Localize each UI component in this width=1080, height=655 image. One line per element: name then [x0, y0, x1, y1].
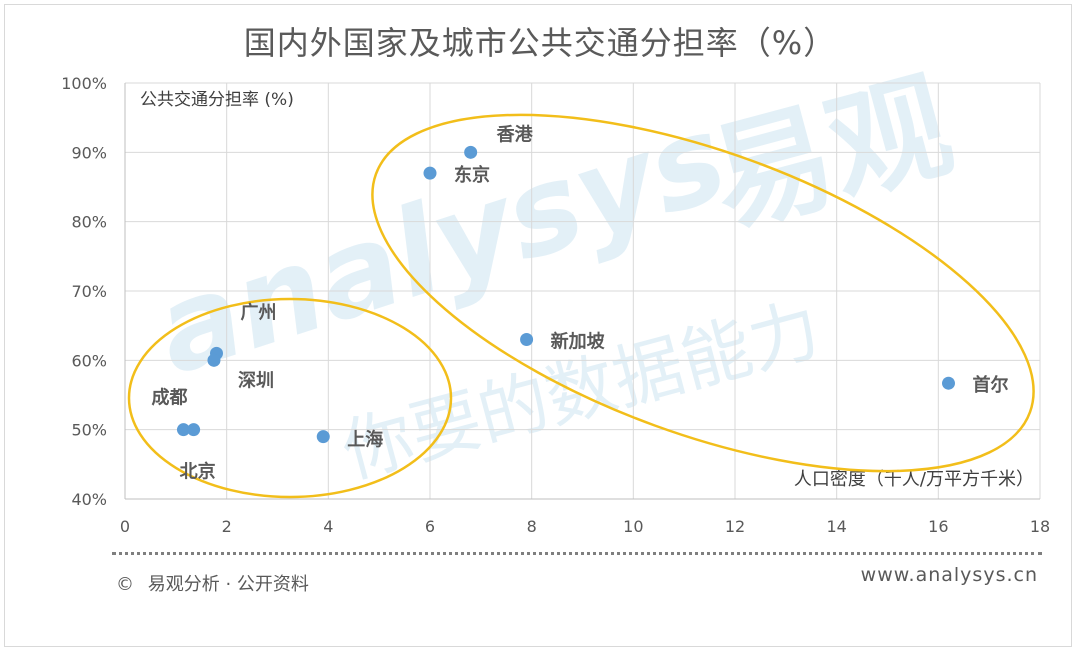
- footer-divider: [112, 552, 1042, 555]
- x-tick-label: 16: [928, 517, 948, 536]
- chart-title: 国内外国家及城市公共交通分担率（%）: [243, 24, 837, 62]
- data-point: [520, 333, 534, 347]
- data-point: [316, 430, 330, 444]
- footer-website[interactable]: www.analysys.cn: [860, 564, 1038, 586]
- y-tick-label: 100%: [61, 74, 107, 93]
- copyright-icon: ©: [116, 574, 134, 595]
- x-tick-label: 10: [623, 517, 643, 536]
- footer-source: © 易观分析 · 公开资料: [116, 570, 309, 596]
- y-tick-label: 80%: [71, 213, 107, 232]
- y-tick-label: 70%: [71, 282, 107, 301]
- x-tick-label: 0: [120, 517, 130, 536]
- x-tick-label: 8: [527, 517, 537, 536]
- y-tick-label: 90%: [71, 143, 107, 162]
- cluster-ellipse-domestic: [127, 297, 453, 499]
- data-point: [176, 423, 190, 437]
- data-label: 上海: [347, 429, 383, 451]
- x-tick-label: 4: [323, 517, 333, 536]
- data-point: [423, 166, 437, 180]
- y-tick-label: 40%: [71, 490, 107, 509]
- data-label: 新加坡: [551, 331, 606, 353]
- data-label: 香港: [496, 124, 534, 145]
- data-point: [464, 145, 478, 159]
- cluster-ellipse-international: [371, 113, 1035, 473]
- data-label: 广州: [241, 301, 277, 323]
- source-text: 易观分析 · 公开资料: [147, 574, 309, 595]
- data-label: 成都: [151, 387, 187, 409]
- data-label: 北京: [180, 461, 216, 483]
- x-tick-label: 2: [222, 517, 232, 536]
- x-tick-label: 12: [725, 517, 745, 536]
- x-tick-label: 6: [425, 517, 435, 536]
- data-point: [942, 376, 955, 390]
- y-axis-label: 公共交通分担率 (%): [140, 90, 294, 110]
- data-point: [187, 423, 201, 437]
- data-label: 深圳: [238, 369, 274, 391]
- data-label: 首尔: [973, 374, 1009, 396]
- data-label: 东京: [454, 164, 490, 186]
- x-tick-label: 14: [826, 517, 846, 536]
- y-tick-label: 50%: [71, 421, 107, 440]
- data-point: [207, 353, 221, 367]
- x-tick-label: 18: [1030, 517, 1050, 536]
- x-axis-label: 人口密度（千人/万平方千米）: [794, 469, 1034, 490]
- y-tick-label: 60%: [71, 351, 107, 370]
